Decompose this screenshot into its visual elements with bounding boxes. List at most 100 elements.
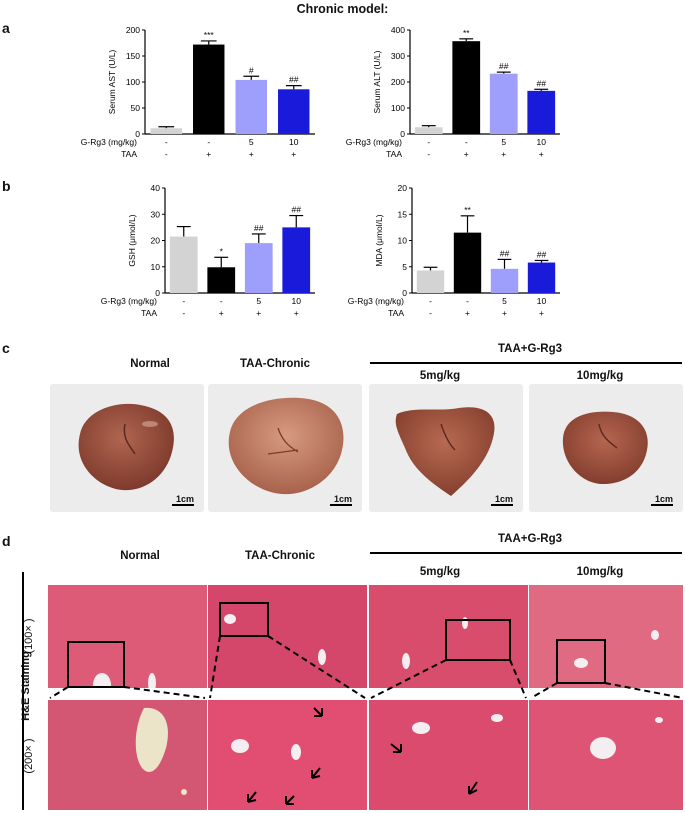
y-tick-label-mda-2: 10 [398, 236, 408, 246]
dose-ast-3: 10 [289, 137, 299, 147]
row-label-taa-gsh: TAA [141, 308, 157, 318]
dose-ast-1: - [207, 137, 210, 147]
bar-gsh-2 [244, 243, 273, 293]
bar-gsh-3 [282, 227, 311, 293]
d-group-header: TAA+G-Rg3 [498, 533, 562, 545]
y-tick-label-ast-4: 200 [126, 25, 140, 35]
scale-bar-5mg [491, 504, 513, 506]
he-100-5mg [369, 585, 528, 688]
y-tick-label-gsh-2: 20 [151, 236, 161, 246]
c-header-normal: Normal [130, 358, 170, 370]
arrow-5 [390, 743, 402, 753]
y-label-gsh: GSH (μmol/L) [127, 214, 137, 266]
row-label-dose-alt: G-Rg3 (mg/kg) [346, 137, 402, 147]
he-100-10mg [529, 585, 683, 688]
arrow-1 [311, 767, 321, 779]
dose-mda-2: 5 [502, 296, 507, 306]
y-tick-label-gsh-0: 0 [155, 288, 160, 298]
annotation-ast-3: ## [289, 75, 299, 85]
dose-gsh-3: 10 [292, 296, 302, 306]
annotation-mda-2: ## [500, 248, 510, 258]
y-tick-label-ast-2: 100 [126, 77, 140, 87]
figure-title: Chronic model: [296, 2, 389, 16]
y-tick-label-gsh-4: 40 [151, 183, 161, 193]
y-tick-label-mda-0: 0 [402, 288, 407, 298]
y-tick-label-ast-1: 50 [131, 103, 141, 113]
y-tick-label-alt-4: 400 [391, 25, 405, 35]
liver-photo-10mg: 1cm [529, 384, 683, 512]
y-tick-label-ast-3: 150 [126, 51, 140, 61]
bar-ast-3 [278, 89, 310, 134]
y-label-ast: Serum AST (U/L) [107, 50, 117, 115]
taa-ast-0: - [165, 149, 168, 159]
annotation-ast-2: # [249, 65, 254, 75]
chart-gsh: 0 10 20 30 40 GSH (μmol/L) - - * - + ## 5 + ## 10 + G-Rg3… [101, 183, 315, 318]
dose-mda-3: 10 [537, 296, 547, 306]
scale-bar-normal [172, 504, 194, 506]
bar-ast-1 [193, 44, 225, 135]
taa-ast-3: + [291, 149, 296, 159]
dose-ast-0: - [165, 137, 168, 147]
y-tick-label-alt-3: 300 [391, 51, 405, 61]
row-label-taa-alt: TAA [386, 149, 402, 159]
taa-alt-0: - [427, 149, 430, 159]
dose-gsh-1: - [220, 296, 223, 306]
taa-gsh-2: + [256, 308, 261, 318]
y-tick-label-gsh-1: 10 [151, 262, 161, 272]
bar-alt-1 [452, 41, 481, 134]
y-tick-label-alt-1: 100 [391, 103, 405, 113]
annotation-mda-3: ## [537, 249, 547, 259]
dose-ast-2: 5 [249, 137, 254, 147]
he-200-normal [48, 700, 207, 810]
dose-alt-2: 5 [501, 137, 506, 147]
liver-photo-taa-chronic: 1cm [208, 384, 362, 512]
c-header-5mg: 5mg/kg [419, 370, 461, 382]
bar-alt-2 [489, 73, 518, 134]
c-group-header: TAA+G-Rg3 [498, 343, 562, 355]
taa-ast-2: + [249, 149, 254, 159]
he-200-taa-chronic [208, 700, 367, 810]
scale-bar-label-normal: 1cm [175, 494, 194, 504]
dose-alt-1: - [465, 137, 468, 147]
dose-mda-1: - [466, 296, 469, 306]
y-tick-label-alt-0: 0 [400, 129, 405, 139]
bar-gsh-0 [169, 236, 198, 293]
y-tick-label-mda-1: 5 [402, 262, 407, 272]
dose-gsh-0: - [182, 296, 185, 306]
bar-mda-2 [490, 268, 519, 293]
annotation-alt-1: ** [463, 28, 470, 38]
annotation-mda-1: ** [464, 205, 471, 215]
y-tick-label-alt-2: 200 [391, 77, 405, 87]
d-stain-bracket [22, 572, 24, 810]
annotation-ast-1: *** [204, 30, 215, 40]
row-label-dose-ast: G-Rg3 (mg/kg) [81, 137, 137, 147]
y-label-alt: Serum ALT (U/L) [372, 50, 382, 113]
arrow-4 [285, 795, 295, 805]
annotation-gsh-1: * [220, 246, 224, 256]
taa-mda-3: + [539, 308, 544, 318]
c-group-line [370, 362, 682, 364]
y-tick-label-gsh-3: 30 [151, 209, 161, 219]
d-header-normal: Normal [120, 550, 160, 562]
bar-mda-1 [453, 232, 482, 293]
arrow-2 [313, 707, 323, 717]
chart-alt: 0 100 200 300 400 Serum ALT (U/L) - - ** - + ## 5 + ##… [346, 25, 560, 159]
taa-gsh-3: + [294, 308, 299, 318]
y-tick-label-mda-4: 20 [398, 183, 408, 193]
taa-mda-1: + [465, 308, 470, 318]
d-group-line [370, 552, 682, 554]
liver-photo-5mg: 1cm [369, 384, 523, 512]
scale-bar-label-10mg: 1cm [654, 494, 673, 504]
arrow-6 [468, 781, 478, 795]
annotation-alt-3: ## [537, 78, 547, 88]
taa-mda-2: + [502, 308, 507, 318]
taa-alt-3: + [539, 149, 544, 159]
annotation-gsh-2: ## [254, 223, 264, 233]
taa-gsh-0: - [182, 308, 185, 318]
chart-ast: 0 50 100 150 200 Serum AST (U/L) - - *** - + #5 + ## 1… [81, 25, 315, 159]
bar-gsh-1 [207, 267, 236, 293]
d-header-10mg: 10mg/kg [576, 566, 624, 578]
panel-label-b: b [2, 178, 11, 194]
